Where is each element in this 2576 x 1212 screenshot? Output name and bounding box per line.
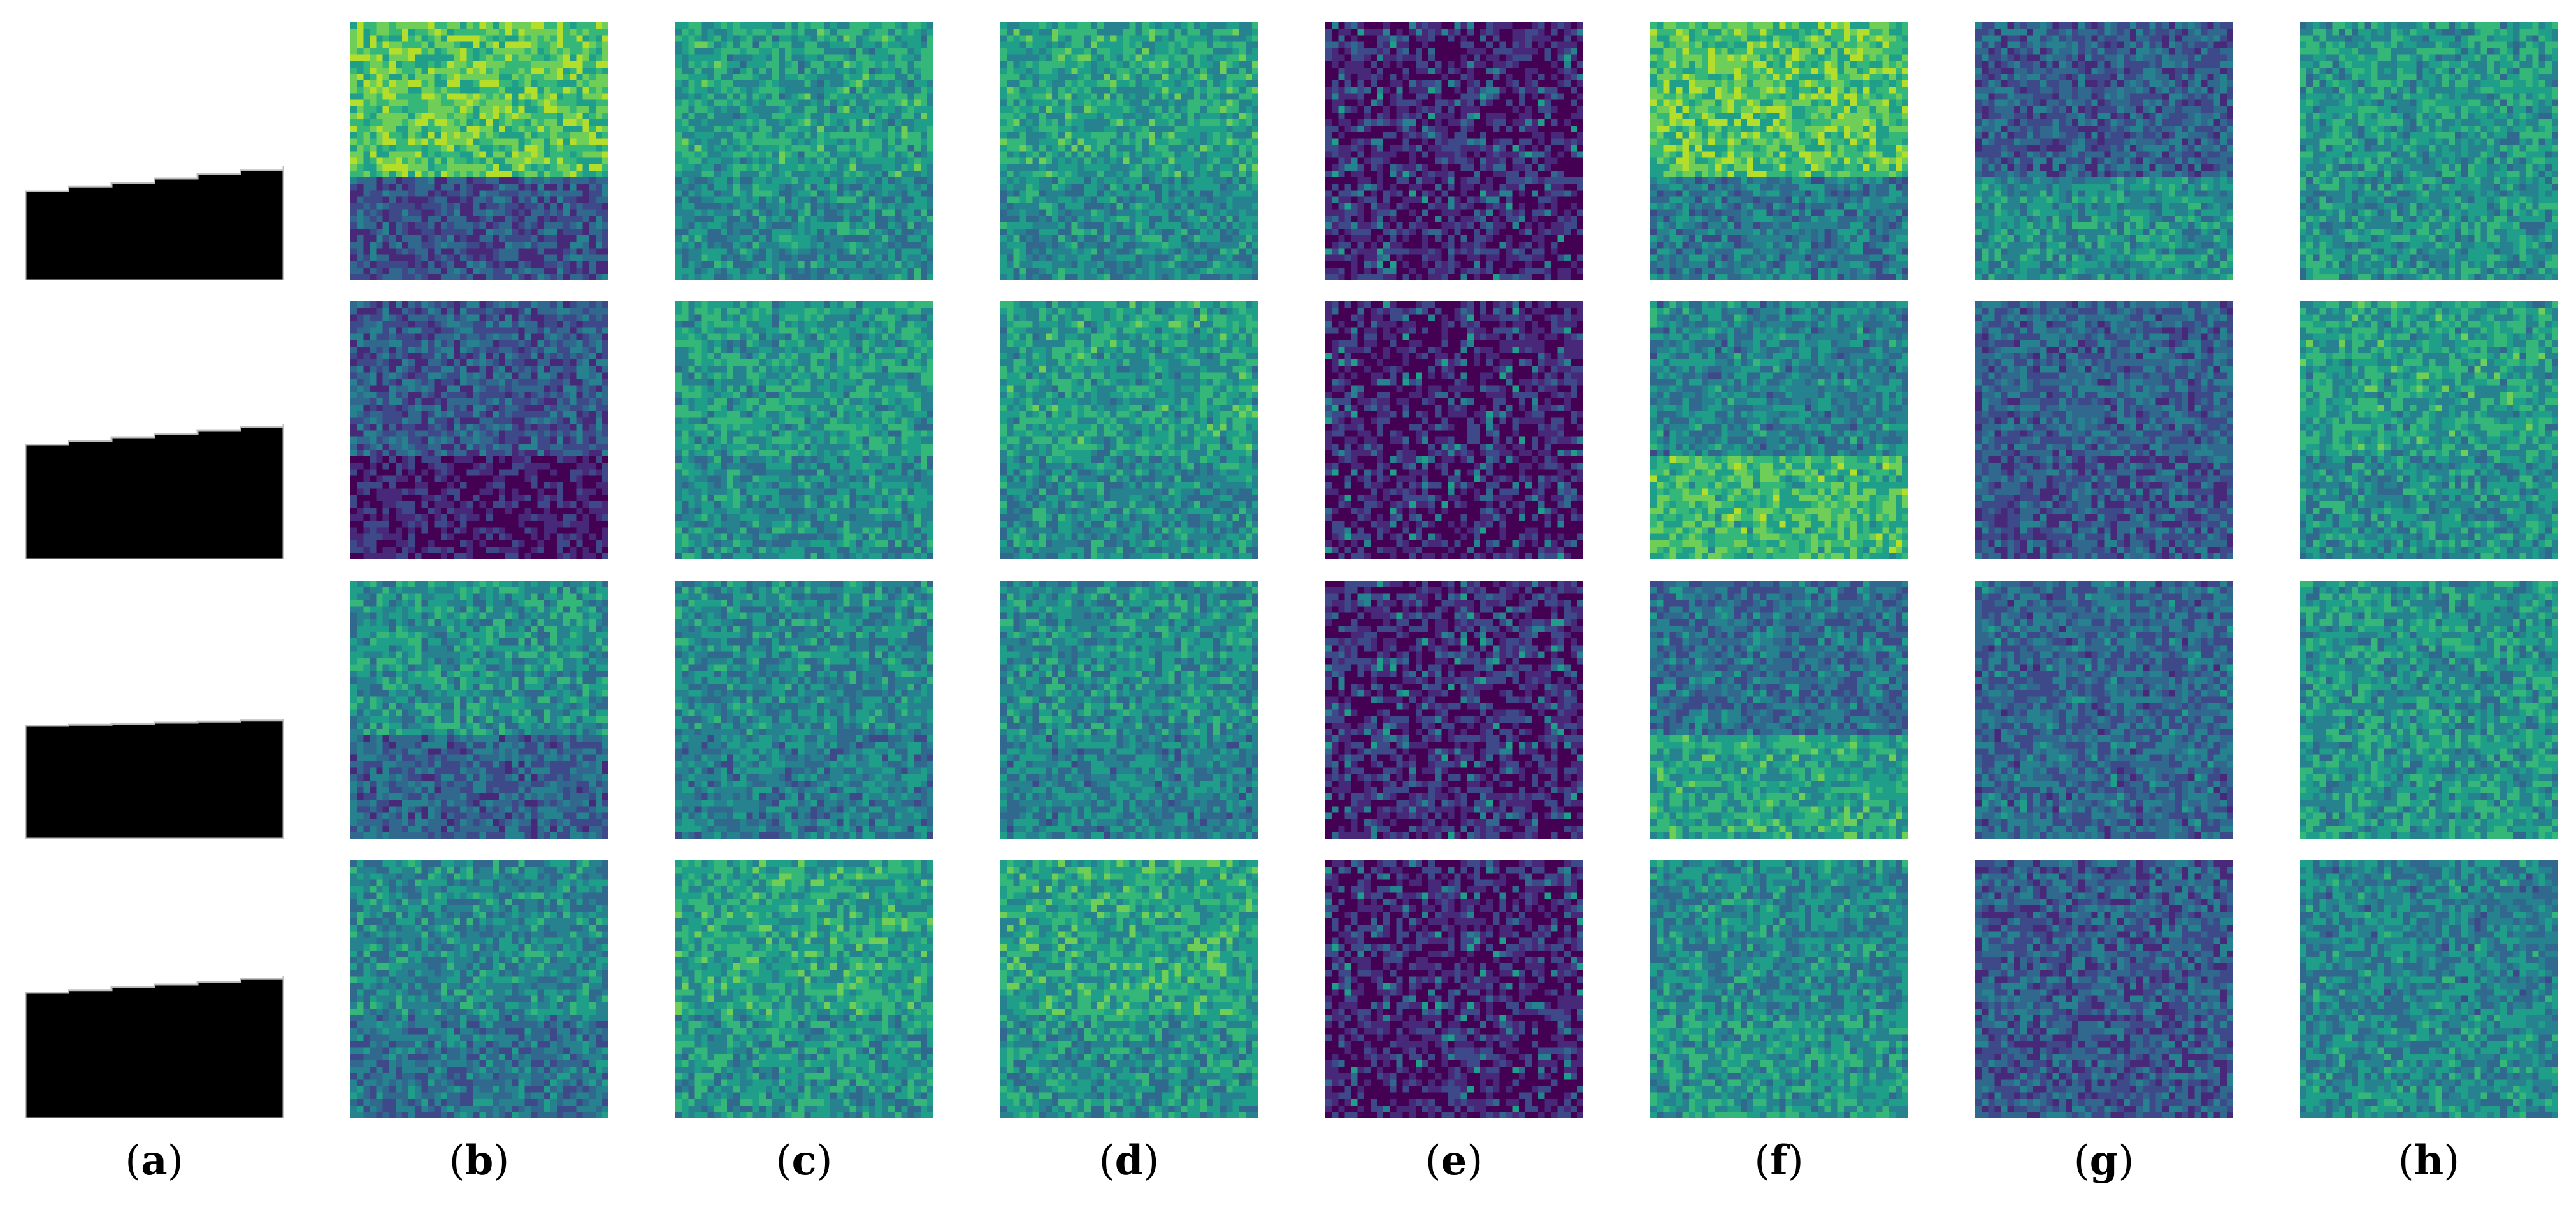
- heatmap-c-row-4: [675, 860, 933, 1118]
- heatmap-g-row-2: [1975, 301, 2233, 559]
- heatmap-e-row-4: [1325, 860, 1583, 1118]
- heatmap-d-row-3: [1000, 581, 1258, 839]
- label-open-paren: (: [2074, 1137, 2090, 1185]
- heatmap-e-row-1: [1325, 22, 1583, 280]
- label-close-paren: ): [493, 1137, 509, 1185]
- mask-region: [25, 424, 284, 559]
- mask-image-a-row-4: [25, 860, 284, 1118]
- heatmap-g-row-1: [1975, 22, 2233, 280]
- label-open-paren: (: [1425, 1137, 1441, 1185]
- heatmap-f-row-4: [1650, 860, 1908, 1118]
- heatmap-f-row-1: [1650, 22, 1908, 280]
- label-open-paren: (: [449, 1137, 465, 1185]
- label-close-paren: ): [168, 1137, 183, 1185]
- label-close-paren: ): [1143, 1137, 1159, 1185]
- label-letter: g: [2090, 1137, 2119, 1185]
- heatmap-h-row-4: [2300, 860, 2558, 1118]
- label-open-paren: (: [2398, 1137, 2414, 1185]
- heatmap-h-row-2: [2300, 301, 2558, 559]
- column-label-b: (b): [350, 1141, 608, 1182]
- label-open-paren: (: [125, 1137, 141, 1185]
- label-letter: a: [141, 1137, 167, 1185]
- heatmap-b-row-4: [350, 860, 608, 1118]
- label-open-paren: (: [1754, 1137, 1770, 1185]
- mask-image-a-row-3: [25, 581, 284, 839]
- heatmap-d-row-4: [1000, 860, 1258, 1118]
- heatmap-b-row-1: [350, 22, 608, 280]
- heatmap-g-row-4: [1975, 860, 2233, 1118]
- heatmap-d-row-1: [1000, 22, 1258, 280]
- heatmap-f-row-3: [1650, 581, 1908, 839]
- label-open-paren: (: [776, 1137, 792, 1185]
- column-label-h: (h): [2300, 1141, 2558, 1182]
- label-letter: f: [1770, 1137, 1788, 1185]
- label-close-paren: ): [1467, 1137, 1483, 1185]
- label-close-paren: ): [2118, 1137, 2134, 1185]
- label-close-paren: ): [2443, 1137, 2459, 1185]
- column-label-a: (a): [25, 1141, 283, 1182]
- column-label-g: (g): [1975, 1141, 2233, 1182]
- heatmap-f-row-2: [1650, 301, 1908, 559]
- heatmap-e-row-2: [1325, 301, 1583, 559]
- label-letter: b: [465, 1137, 494, 1185]
- mask-image-a-row-1: [25, 22, 284, 280]
- heatmap-d-row-2: [1000, 301, 1258, 559]
- mask-region: [25, 719, 284, 839]
- heatmap-c-row-3: [675, 581, 933, 839]
- column-label-d: (d): [1000, 1141, 1258, 1182]
- heatmap-e-row-3: [1325, 581, 1583, 839]
- heatmap-b-row-3: [350, 581, 608, 839]
- label-letter: d: [1115, 1137, 1144, 1185]
- heatmap-c-row-1: [675, 22, 933, 280]
- label-letter: h: [2414, 1137, 2444, 1185]
- mask-region: [25, 166, 284, 280]
- heatmap-c-row-2: [675, 301, 933, 559]
- heatmap-b-row-2: [350, 301, 608, 559]
- mask-region: [25, 976, 284, 1118]
- label-letter: c: [792, 1137, 817, 1185]
- column-label-f: (f): [1650, 1141, 1908, 1182]
- heatmap-g-row-3: [1975, 581, 2233, 839]
- label-close-paren: ): [816, 1137, 832, 1185]
- mask-image-a-row-2: [25, 301, 284, 559]
- label-open-paren: (: [1099, 1137, 1115, 1185]
- column-label-e: (e): [1325, 1141, 1583, 1182]
- column-label-c: (c): [675, 1141, 933, 1182]
- label-letter: e: [1441, 1137, 1467, 1185]
- heatmap-h-row-3: [2300, 581, 2558, 839]
- heatmap-h-row-1: [2300, 22, 2558, 280]
- label-close-paren: ): [1788, 1137, 1804, 1185]
